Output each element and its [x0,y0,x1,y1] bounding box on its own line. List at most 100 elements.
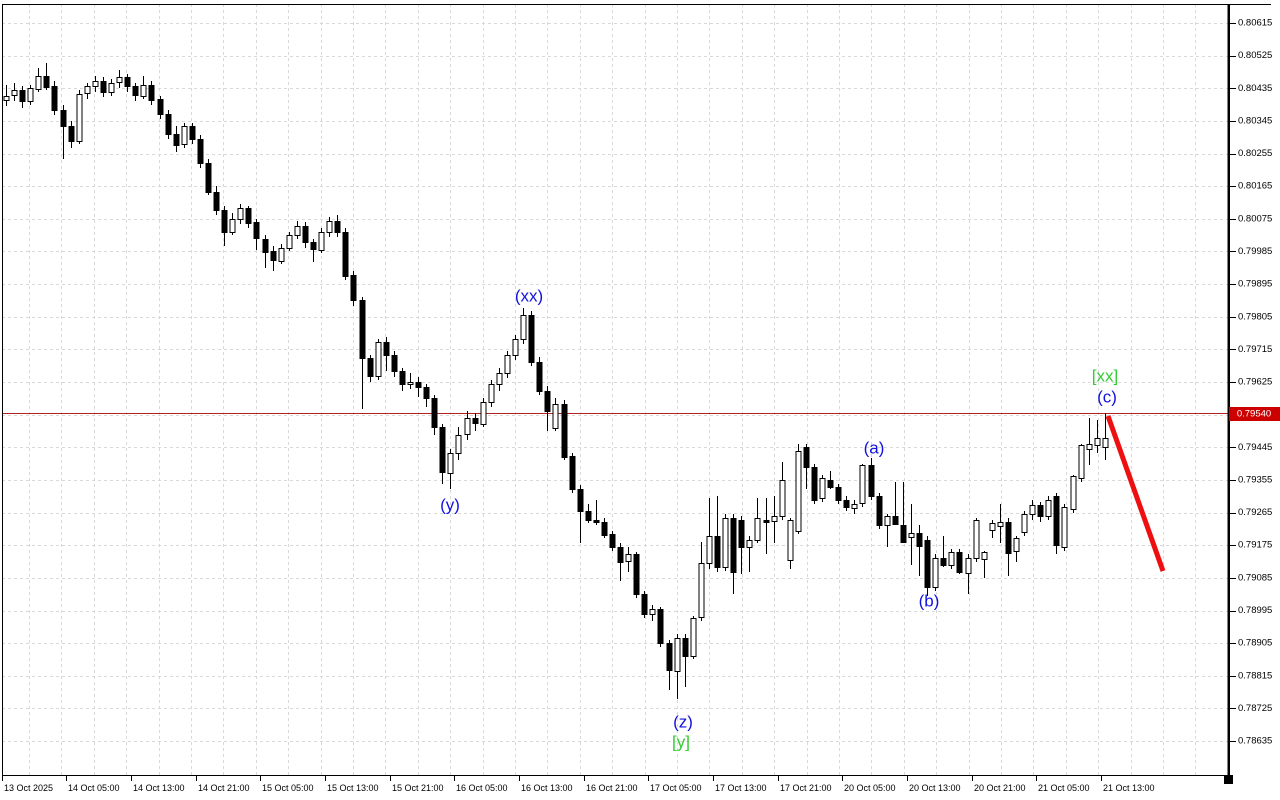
candles-layer [3,63,1109,699]
candle-body [666,643,673,671]
candle-body [51,86,58,111]
candle-body [334,221,341,233]
candle-body [989,523,996,531]
candle-body [415,382,422,388]
candle-body [633,554,640,595]
candle-body [181,126,188,145]
candle-body [294,226,301,236]
price-axis-label: 0.78995 [1238,605,1272,616]
candle-body [771,516,778,522]
candle-body [278,248,285,262]
time-axis-label: 15 Oct 05:00 [262,783,314,793]
candle-body [851,504,858,509]
candle-body [706,536,713,564]
candle-body [859,465,866,504]
price-axis-line [1227,4,1230,784]
candle-body [488,384,495,403]
trend-arrow [1105,415,1166,572]
candle-body [19,90,26,102]
price-axis-label: 0.79985 [1238,246,1272,257]
candle-body [884,516,891,526]
candle-body [504,355,511,374]
candle-body [108,83,115,93]
candle-body [569,456,576,490]
candle-body [399,371,406,385]
candle-body [940,558,947,566]
candle-body [965,558,972,574]
candle-body [286,235,293,249]
candle-body [649,609,656,615]
candle-body [682,638,689,657]
candle-body [472,418,479,424]
candle-body [698,563,705,618]
wave-label: [xx] [1092,367,1118,386]
candle-body [601,522,608,536]
candle-body [27,88,34,102]
time-axis-label: 15 Oct 21:00 [392,783,444,793]
price-axis-label: 0.80345 [1238,115,1272,126]
candle-body [577,489,584,512]
time-axis-label: 14 Oct 13:00 [133,783,185,793]
price-axis-label: 0.79445 [1238,442,1272,453]
price-axis-labels: 0.80615 0.80525 0.80435 0.80345 0.80255 0.801… [1238,18,1272,747]
candle-body [375,342,382,377]
grid-layer [2,4,1228,775]
candle-body [892,516,899,525]
candle-body [205,163,212,193]
candle-body [350,275,357,301]
time-axis-label: 16 Oct 13:00 [521,783,573,793]
candle-body [730,518,737,573]
candle-body [1061,507,1068,548]
candle-body [593,520,600,523]
candle-body [657,609,664,644]
candle-body [140,85,147,97]
price-axis-label: 0.79355 [1238,474,1272,485]
candle-body [1029,505,1036,515]
candle-body [819,478,826,499]
candle-body [738,520,745,548]
candle-body [763,520,770,523]
candle-body [722,518,729,568]
candle-body [1086,444,1093,450]
trend-arrow-layer [1105,415,1166,572]
price-flag [1229,407,1280,421]
candle-body [916,533,923,547]
price-axis-label: 0.79085 [1238,572,1272,583]
wave-label: (xx) [515,287,543,306]
candle-body [116,77,123,83]
wave-annotations: (xx) (y) (z)[y] (a) (b) [xx] (c) [440,287,1118,752]
time-axis-label: 17 Oct 21:00 [780,783,832,793]
candle-body [674,638,681,672]
candle-body [1045,500,1052,517]
candle-body [1053,496,1060,546]
candle-body [245,208,252,224]
candle-body [754,518,761,541]
candle-body [973,520,980,559]
price-axis-label: 0.80615 [1238,18,1272,29]
candle-body [359,300,366,359]
candle-body [165,114,172,135]
candle-body [100,81,107,93]
candle-body [900,525,907,543]
price-axis-label: 0.80075 [1238,213,1272,224]
candle-body [221,210,228,233]
candle-body [1094,438,1101,446]
candle-body [1037,505,1044,517]
price-axis-label: 0.79715 [1238,344,1272,355]
axes-corner [1224,775,1233,784]
candle-body [1013,538,1020,552]
candle-body [876,496,883,526]
wave-label: (y) [440,496,460,515]
price-axis-label: 0.79175 [1238,540,1272,551]
time-axis-label: 20 Oct 21:00 [974,783,1026,793]
price-axis-label: 0.79805 [1238,311,1272,322]
candle-body [480,402,487,425]
candle-body [157,99,164,115]
time-axis-label: 21 Oct 05:00 [1038,783,1090,793]
candle-body [148,85,155,101]
candle-body [956,552,963,573]
time-axis-label: 14 Oct 21:00 [198,783,250,793]
axes-frame-layer [2,4,1271,784]
